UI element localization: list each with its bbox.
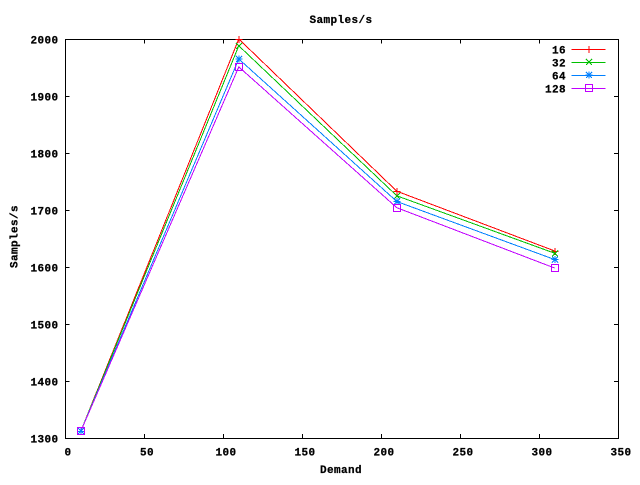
svg-text:16: 16 [552, 45, 566, 57]
svg-text:1900: 1900 [30, 92, 58, 104]
svg-text:300: 300 [531, 448, 552, 460]
svg-text:50: 50 [140, 448, 154, 460]
svg-text:128: 128 [545, 84, 566, 96]
svg-text:32: 32 [552, 58, 566, 70]
svg-text:350: 350 [610, 448, 631, 460]
svg-text:2000: 2000 [30, 35, 58, 47]
svg-text:0: 0 [64, 448, 71, 460]
svg-text:1700: 1700 [30, 206, 58, 218]
svg-text:Demand: Demand [320, 465, 362, 477]
svg-text:1600: 1600 [30, 263, 58, 275]
svg-text:150: 150 [294, 448, 315, 460]
svg-text:200: 200 [373, 448, 394, 460]
svg-text:Samples/s: Samples/s [309, 15, 372, 27]
svg-text:1800: 1800 [30, 149, 58, 161]
svg-text:1300: 1300 [30, 434, 58, 446]
svg-text:100: 100 [215, 448, 236, 460]
svg-text:250: 250 [452, 448, 473, 460]
svg-text:64: 64 [552, 71, 566, 83]
svg-text:1400: 1400 [30, 377, 58, 389]
svg-text:Samples/s: Samples/s [10, 205, 22, 268]
svg-text:1500: 1500 [30, 320, 58, 332]
